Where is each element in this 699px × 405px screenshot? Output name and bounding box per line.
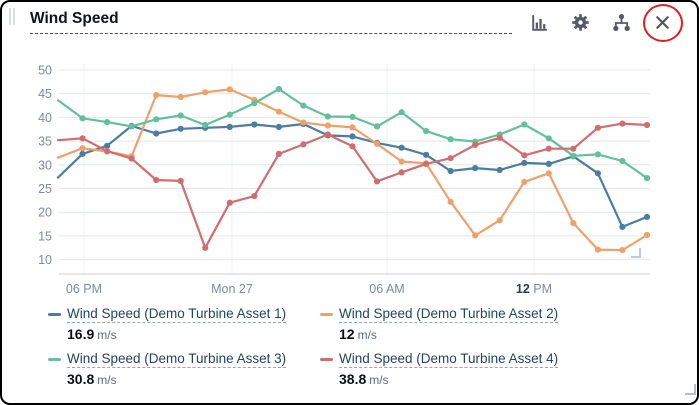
close-button[interactable] [643, 4, 683, 42]
svg-text:12 PM: 12 PM [516, 282, 552, 296]
series-color-dash [48, 358, 61, 361]
svg-text:45: 45 [38, 87, 52, 101]
svg-text:20: 20 [38, 206, 52, 220]
unit-label: m/s [97, 328, 117, 342]
unit-label: m/s [369, 373, 389, 387]
legend-label[interactable]: Wind Speed (Demo Turbine Asset 1) [67, 306, 287, 323]
legend-label[interactable]: Wind Speed (Demo Turbine Asset 2) [339, 306, 559, 323]
legend-item: Wind Speed (Demo Turbine Asset 3) 30.8 m/… [48, 351, 320, 387]
unit-label: m/s [357, 328, 377, 342]
svg-text:06 AM: 06 AM [369, 282, 404, 296]
title-editable-area[interactable]: Wind Speed [30, 9, 512, 34]
chart-resize-handle[interactable] [631, 248, 641, 258]
chart-legend: Wind Speed (Demo Turbine Asset 1) 16.9 m/… [48, 306, 559, 387]
legend-value: 12 m/s [339, 326, 377, 342]
header-toolbar [528, 4, 683, 42]
legend-item: Wind Speed (Demo Turbine Asset 4) 38.8 m/… [320, 351, 559, 387]
settings-button[interactable] [569, 11, 591, 33]
series-color-dash [320, 358, 333, 361]
close-icon [655, 15, 669, 29]
legend-label[interactable]: Wind Speed (Demo Turbine Asset 3) [67, 351, 287, 368]
svg-text:50: 50 [38, 64, 52, 78]
legend-item: Wind Speed (Demo Turbine Asset 2) 12 m/s [320, 306, 559, 342]
series-color-dash [320, 313, 333, 316]
hierarchy-icon [612, 13, 630, 31]
hierarchy-button[interactable] [610, 11, 632, 33]
svg-text:06 PM: 06 PM [66, 282, 102, 296]
chart-type-button[interactable] [528, 11, 550, 33]
drag-handle-icon[interactable] [9, 8, 17, 25]
widget-resize-handle[interactable] [685, 384, 696, 395]
bar-chart-icon [531, 14, 547, 31]
widget-header: Wind Speed [2, 2, 697, 44]
svg-text:30: 30 [38, 158, 52, 172]
legend-value: 30.8 m/s [67, 371, 117, 387]
unit-label: m/s [97, 373, 117, 387]
series-color-dash [48, 313, 61, 316]
legend-item: Wind Speed (Demo Turbine Asset 1) 16.9 m/… [48, 306, 320, 342]
widget-title[interactable]: Wind Speed [30, 10, 119, 27]
legend-label[interactable]: Wind Speed (Demo Turbine Asset 4) [339, 351, 559, 368]
svg-text:10: 10 [38, 253, 52, 267]
gear-icon [571, 13, 589, 31]
svg-text:40: 40 [38, 111, 52, 125]
svg-text:35: 35 [38, 135, 52, 149]
svg-text:15: 15 [38, 229, 52, 243]
svg-text:25: 25 [38, 182, 52, 196]
legend-value: 16.9 m/s [67, 326, 117, 342]
legend-value: 38.8 m/s [339, 371, 389, 387]
svg-text:Mon 27: Mon 27 [211, 282, 253, 296]
